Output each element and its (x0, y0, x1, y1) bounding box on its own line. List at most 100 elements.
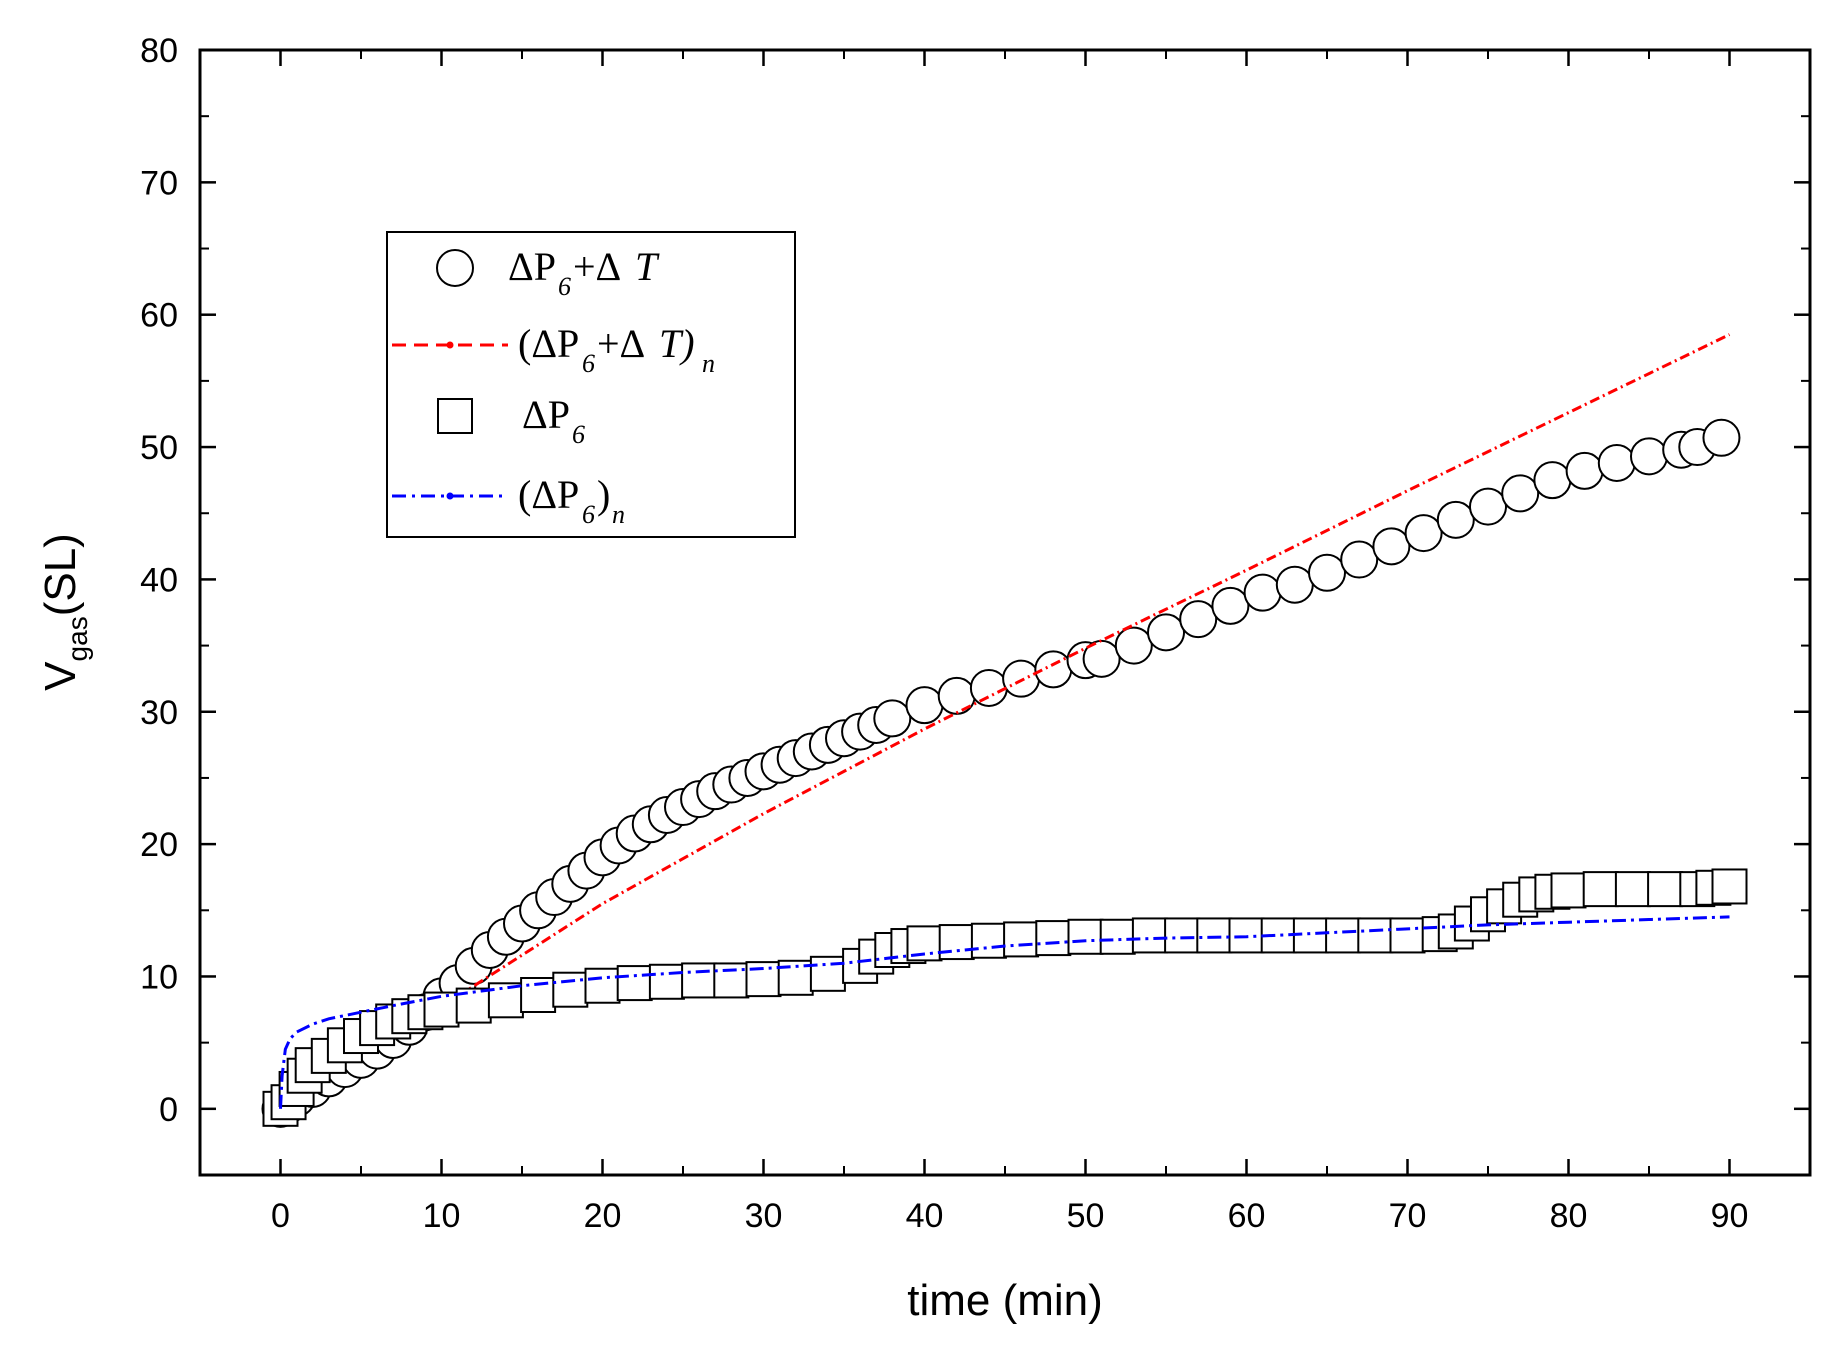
data-point-circle (937, 676, 976, 715)
y-axis-title-base: V (36, 661, 85, 691)
legend: ΔP 6 +Δ T (ΔP 6 +Δ T) n ΔP 6 (ΔP 6 ) n (386, 231, 796, 538)
svg-text:ΔP: ΔP (508, 244, 556, 289)
data-point-circle (1469, 487, 1507, 526)
series-1 (261, 418, 1741, 1128)
data-point-square (648, 963, 685, 1000)
data-point-circle (1114, 626, 1153, 665)
svg-text:6: 6 (572, 420, 585, 449)
svg-text:): ) (597, 472, 610, 517)
axis-ticks (199, 48, 1811, 1176)
x-tick-label: 40 (906, 1197, 944, 1235)
data-point-circle (1340, 540, 1379, 579)
data-point-circle (969, 668, 1008, 707)
data-point-square (1614, 871, 1651, 908)
data-point-square (809, 955, 846, 992)
y-tick-label: 80 (140, 32, 178, 70)
y-axis-title-sub: gas (62, 616, 93, 661)
data-point-circle (1308, 553, 1346, 592)
data-point-circle (1002, 659, 1041, 698)
data-point-circle (1501, 474, 1540, 513)
data-point-circle (1597, 443, 1636, 482)
data-point-circle (1211, 586, 1250, 625)
svg-text:(ΔP: (ΔP (518, 472, 579, 517)
svg-text:Vgas(SL): Vgas(SL) (36, 533, 93, 691)
data-point-square (1357, 917, 1394, 954)
svg-text:+Δ: +Δ (573, 244, 621, 289)
data-point-square (584, 967, 621, 1004)
series-3 (262, 868, 1748, 1127)
legend-symbol-square (437, 398, 473, 434)
svg-text:n: n (702, 349, 715, 378)
data-point-circle (1082, 639, 1121, 678)
x-tick-label: 70 (1389, 1197, 1427, 1235)
svg-text:+Δ: +Δ (597, 321, 645, 366)
data-point-circle (1565, 451, 1604, 490)
data-point-square (1550, 872, 1587, 909)
data-point-circle (905, 686, 944, 725)
y-tick-label: 60 (140, 297, 178, 335)
series-line (279, 915, 1730, 1109)
data-point-square (1325, 917, 1362, 954)
y-tick-label: 30 (140, 694, 178, 732)
data-point-circle (1243, 573, 1282, 612)
x-tick-label: 60 (1228, 1197, 1266, 1235)
y-tick-label: 50 (140, 429, 178, 467)
x-tick-label: 30 (745, 1197, 783, 1235)
data-point-square (1582, 871, 1619, 908)
svg-text:T): T) (659, 321, 695, 366)
series-4 (279, 915, 1730, 1109)
data-point-square (1389, 917, 1426, 954)
y-axis-title-rest: (SL) (36, 533, 85, 616)
legend-symbol-dot (446, 492, 454, 500)
data-point-square (1711, 868, 1748, 905)
x-tick-label: 10 (423, 1197, 461, 1235)
x-tick-label: 90 (1711, 1197, 1749, 1235)
series-layer (261, 333, 1748, 1128)
x-tick-labels: 0 10 20 30 40 50 60 70 80 90 (271, 1197, 1748, 1235)
data-point-square (938, 924, 975, 961)
legend-symbol-dot (446, 341, 454, 349)
data-point-square (1035, 920, 1072, 957)
y-tick-label: 10 (140, 958, 178, 996)
data-point-square (1067, 918, 1104, 955)
legend-entry-2: (ΔP 6 +Δ T) n (518, 321, 715, 378)
data-point-square (1003, 921, 1040, 958)
data-point-circle (1436, 500, 1475, 539)
data-point-square (1196, 917, 1233, 954)
x-tick-label: 20 (584, 1197, 622, 1235)
y-axis-title: Vgas(SL) (36, 533, 93, 691)
data-point-circle (1147, 613, 1185, 652)
data-point-square (552, 971, 589, 1008)
y-tick-label: 0 (159, 1091, 178, 1129)
svg-text:T: T (635, 244, 660, 289)
legend-entry-1: ΔP 6 +Δ T (508, 244, 660, 301)
x-tick-label: 50 (1067, 1197, 1105, 1235)
legend-symbol-circle (436, 249, 474, 287)
data-point-circle (1533, 461, 1572, 500)
data-point-square (1164, 917, 1201, 954)
svg-text:6: 6 (582, 500, 595, 529)
data-point-square (487, 982, 524, 1019)
svg-text:(ΔP: (ΔP (518, 321, 579, 366)
data-point-circle (1702, 418, 1741, 457)
data-point-square (681, 962, 718, 999)
svg-text:ΔP: ΔP (522, 392, 570, 437)
x-tick-label: 80 (1550, 1197, 1588, 1235)
x-axis-title: time (min) (907, 1276, 1103, 1325)
data-point-square (970, 922, 1007, 959)
svg-text:6: 6 (582, 349, 595, 378)
legend-entry-3: ΔP 6 (522, 392, 585, 449)
y-tick-label: 70 (140, 164, 178, 202)
data-point-square (1099, 918, 1136, 955)
data-point-circle (873, 699, 912, 738)
data-point-circle (1179, 600, 1218, 639)
data-point-circle (1630, 437, 1668, 476)
data-point-circle (1372, 527, 1411, 566)
y-tick-label: 40 (140, 561, 178, 599)
legend-symbols (392, 249, 508, 500)
data-point-circle (1404, 514, 1443, 553)
svg-text:6: 6 (558, 272, 571, 301)
y-tick-labels: 0 10 20 30 40 50 60 70 80 (140, 32, 178, 1129)
y-tick-label: 20 (140, 826, 178, 864)
